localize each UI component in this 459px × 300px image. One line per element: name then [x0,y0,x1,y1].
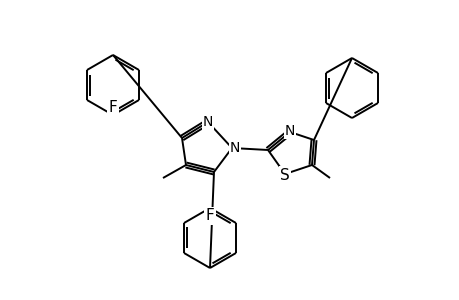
Text: F: F [205,208,214,224]
Text: N: N [284,124,295,138]
Text: N: N [230,141,240,155]
Text: N: N [202,115,213,129]
Text: S: S [280,167,289,182]
Text: F: F [108,100,117,115]
